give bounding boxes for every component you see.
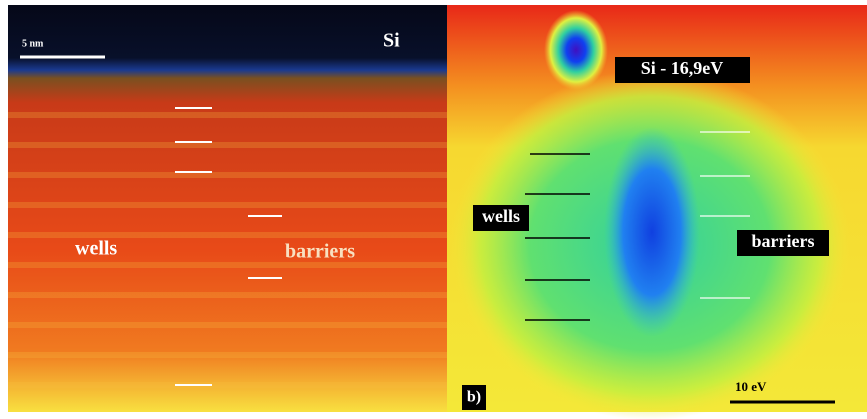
si-label: Si bbox=[383, 30, 400, 52]
wells-label: wells bbox=[75, 238, 117, 260]
panel-b: Si - 16,9eV wells barriers b) 10 eV bbox=[447, 5, 867, 419]
panel-a: 5 nm Si wells barriers bbox=[8, 5, 447, 412]
blue-core bbox=[604, 127, 700, 337]
si-label: Si - 16,9eV bbox=[641, 58, 724, 78]
figure: 5 nm Si wells barriers Si - 16,9eV wells… bbox=[0, 0, 867, 419]
map-a bbox=[8, 5, 447, 412]
barriers-label: barriers bbox=[752, 231, 815, 251]
scale-label: 5 nm bbox=[22, 38, 44, 49]
wells-label: wells bbox=[482, 206, 520, 226]
si-blob bbox=[544, 10, 608, 90]
scale-label: 10 eV bbox=[735, 379, 767, 394]
barriers-label: barriers bbox=[285, 241, 355, 263]
panel-tag: b) bbox=[467, 389, 481, 406]
